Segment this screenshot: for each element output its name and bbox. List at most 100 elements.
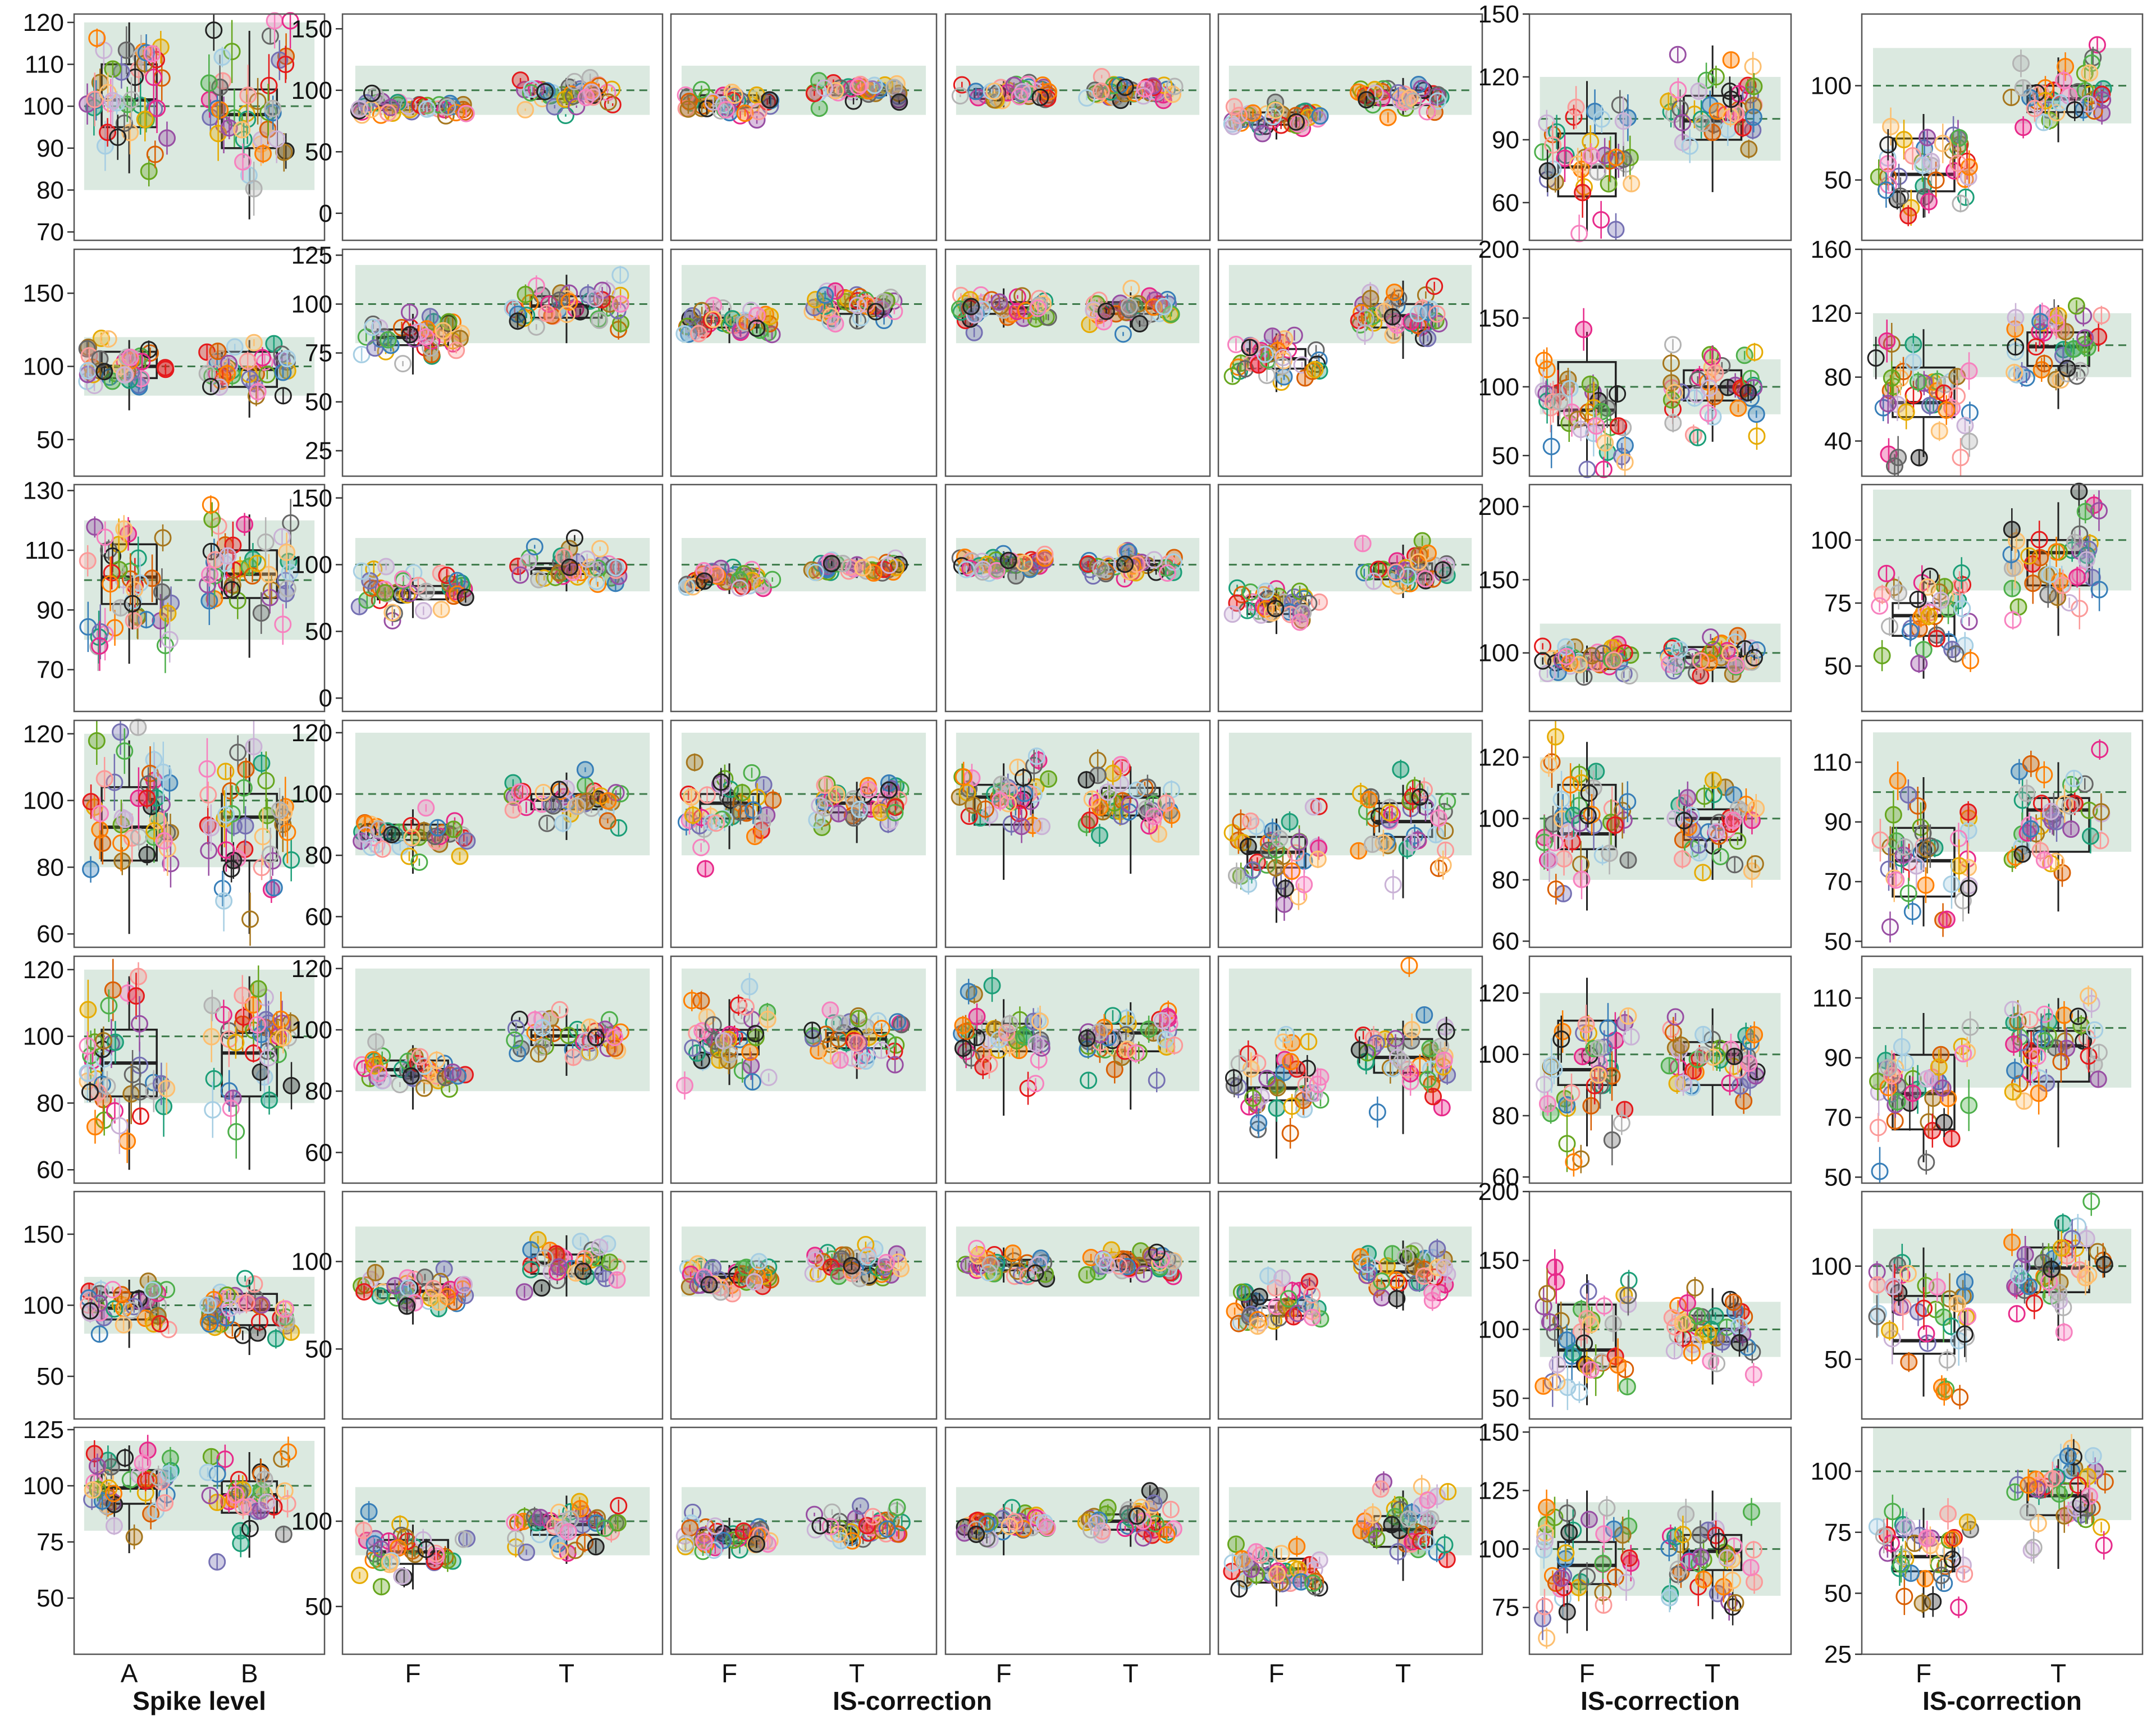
data-point [1748,422,1766,450]
data-point [611,295,629,313]
point-marker [530,571,548,588]
point-marker [249,383,267,401]
y-tick-label: 150 [1478,304,1519,332]
point-marker [281,12,299,30]
point-marker [1610,417,1628,435]
point-marker [565,529,583,547]
point-marker [1116,555,1134,573]
box-T [1660,45,1763,193]
data-point [1013,287,1031,305]
data-point [880,556,898,574]
point-marker [2035,354,2053,372]
point-marker [2006,363,2023,381]
panel-r0-c2 [670,13,938,241]
data-point [213,47,231,67]
point-marker [136,111,154,129]
point-marker [1596,434,1614,452]
data-point [1078,89,1096,107]
point-marker [1223,605,1241,623]
data-point [1097,302,1115,320]
data-point [561,558,579,576]
data-point [1114,325,1132,343]
point-marker [239,352,257,370]
data-point [109,115,127,160]
panel-r0-c1: 0 50 100 150 [291,13,664,241]
point-marker [116,366,134,384]
data-point [1036,545,1054,563]
point-marker [890,93,908,111]
data-point [2027,338,2045,356]
point-marker [157,360,175,378]
data-point [1609,385,1627,403]
point-marker [1419,330,1437,348]
data-point [1267,600,1285,618]
data-point [399,97,417,115]
data-point [1409,553,1427,571]
point-marker [1582,147,1600,165]
data-point [258,366,276,384]
panel-r2-c2 [670,483,938,713]
data-point [599,93,617,111]
point-marker [457,104,475,122]
point-marker [1365,572,1383,590]
data-point [1426,277,1444,295]
point-marker [810,99,828,117]
box-F [1870,107,1978,226]
data-point [816,286,834,304]
point-marker [2007,309,2025,327]
data-point [962,298,980,316]
point-marker [1930,422,1948,440]
data-point [245,161,263,216]
point-marker [1120,298,1138,316]
y-tick-label: 100 [23,353,64,381]
panel-r1-c6: 40 80 120 160 [1811,236,2144,477]
y-tick-label: 50 [305,138,332,166]
data-point [1542,425,1560,468]
data-point [394,570,412,588]
y-tick-label: 150 [291,15,332,43]
panel-border [341,13,664,241]
data-point [414,602,432,620]
panel-r0-c6: 50 100 [1811,13,2144,241]
data-point [1015,554,1033,572]
point-marker [586,290,604,308]
point-marker [1950,129,1968,147]
point-marker [1588,163,1606,181]
point-marker [274,387,292,405]
point-marker [153,583,171,601]
point-marker [1092,560,1110,578]
data-point [383,604,401,622]
point-marker [126,581,144,599]
data-point [146,140,164,168]
data-point [1241,583,1259,601]
point-marker [1745,77,1763,95]
point-marker [1273,357,1291,375]
data-point [761,91,779,109]
point-marker [1409,553,1427,571]
data-point [457,104,475,122]
y-tick-label: 100 [1478,373,1519,401]
point-marker [264,99,282,117]
point-marker [248,554,266,572]
data-point [1409,305,1427,323]
point-marker [418,100,436,118]
data-point [143,45,161,63]
point-marker [363,84,381,102]
point-marker [1538,162,1556,180]
point-marker [99,330,117,348]
point-marker [816,286,834,304]
data-point [695,572,713,590]
data-point [1950,129,1968,147]
data-point [96,121,114,171]
point-marker [1671,99,1689,117]
point-marker [1122,280,1140,298]
point-marker [200,74,218,92]
data-point [1578,460,1596,478]
y-tick-label: 120 [1811,300,1852,327]
data-point [434,322,452,340]
data-point [826,315,844,333]
data-point [725,86,743,104]
point-marker [2047,314,2065,332]
data-point [717,101,735,118]
point-marker [517,285,535,303]
